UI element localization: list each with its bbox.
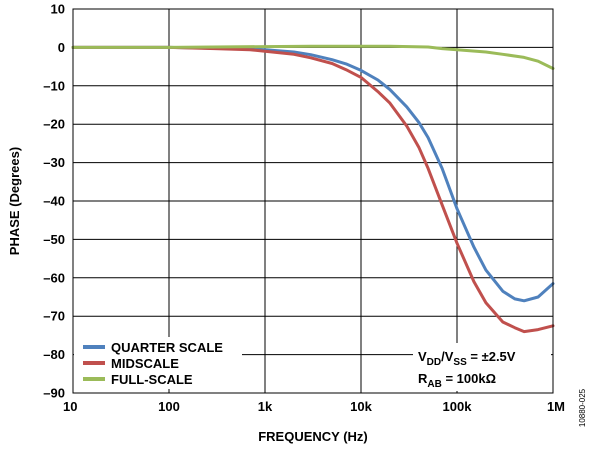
legend-label: FULL-SCALE bbox=[111, 372, 193, 387]
annotation-rab-tail: = 100kΩ bbox=[442, 371, 496, 386]
annotation-rab: RAB = 100kΩ bbox=[418, 371, 496, 390]
y-tick-label: –30 bbox=[43, 155, 65, 170]
annotation-supply: VDD/VSS = ±2.5V bbox=[418, 349, 516, 368]
series-group bbox=[71, 44, 555, 334]
figure-id: 10880-025 bbox=[578, 388, 587, 427]
y-tick-label: 0 bbox=[58, 40, 65, 55]
y-axis-title: PHASE (Degrees) bbox=[7, 147, 22, 255]
annotation-box: VDD/VSS = ±2.5V RAB = 100kΩ bbox=[413, 343, 551, 391]
y-tick-label: –50 bbox=[43, 232, 65, 247]
y-tick-label: –20 bbox=[43, 117, 65, 132]
x-axis-title: FREQUENCY (Hz) bbox=[258, 429, 368, 444]
annotation-supply-sub2: SS bbox=[453, 357, 467, 368]
y-tick-label: –10 bbox=[43, 78, 65, 93]
y-tick-label: 10 bbox=[51, 2, 65, 17]
y-tick-label: –70 bbox=[43, 309, 65, 324]
legend-label: QUARTER SCALE bbox=[111, 340, 223, 355]
x-tick-label: 10k bbox=[350, 399, 372, 414]
y-tick-label: –40 bbox=[43, 194, 65, 209]
x-tick-label: 100 bbox=[158, 399, 180, 414]
x-tick-label: 1k bbox=[258, 399, 273, 414]
x-tick-label: 10 bbox=[63, 399, 77, 414]
y-tick-label: –90 bbox=[43, 386, 65, 401]
annotation-background bbox=[413, 343, 551, 391]
plot-frame bbox=[72, 8, 554, 394]
y-tick-label: –80 bbox=[43, 347, 65, 362]
annotation-supply-mid: /V bbox=[441, 349, 454, 364]
y-tick-label: –60 bbox=[43, 270, 65, 285]
annotation-rab-sub1: AB bbox=[427, 379, 441, 390]
annotation-supply-base1: V bbox=[418, 349, 427, 364]
annotation-rab-base1: R bbox=[418, 371, 428, 386]
annotation-supply-tail: = ±2.5V bbox=[467, 349, 516, 364]
grid bbox=[72, 8, 554, 394]
series-line-midscale bbox=[71, 45, 555, 334]
x-tick-label: 1M bbox=[547, 399, 565, 414]
tick-labels: 10 100 1k 10k 100k 1M100–10–20–30–40–50–60–70… bbox=[43, 2, 565, 415]
legend-label: MIDSCALE bbox=[111, 356, 179, 371]
x-tick-label: 100k bbox=[443, 399, 473, 414]
series-line-full-scale bbox=[71, 44, 555, 70]
annotation-supply-sub1: DD bbox=[427, 357, 441, 368]
